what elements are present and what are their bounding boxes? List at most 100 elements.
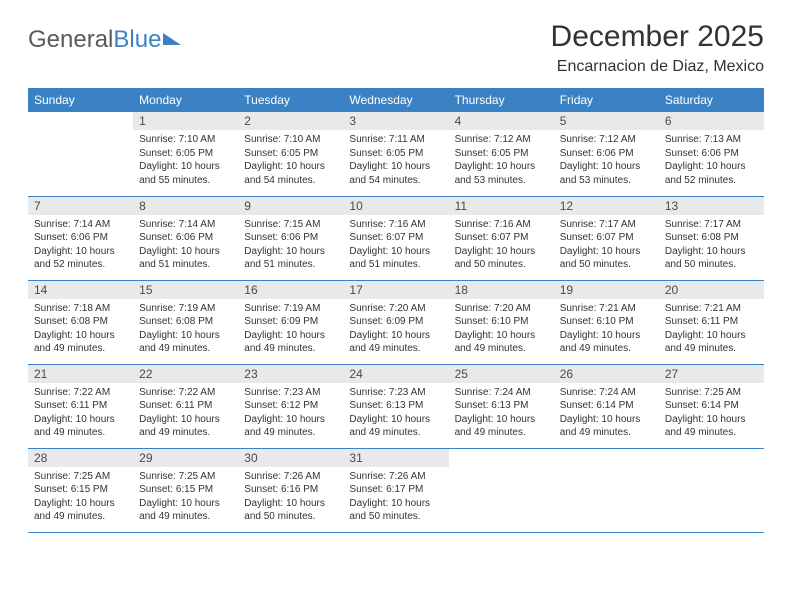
day-detail-line: and 49 minutes. — [244, 426, 337, 440]
day-detail-line: Sunrise: 7:25 AM — [34, 470, 127, 484]
calendar-cell — [449, 448, 554, 532]
calendar-table: SundayMondayTuesdayWednesdayThursdayFrid… — [28, 88, 764, 533]
day-detail-line: and 55 minutes. — [139, 174, 232, 188]
day-detail-line: Sunrise: 7:23 AM — [349, 386, 442, 400]
calendar-week-row: 21Sunrise: 7:22 AMSunset: 6:11 PMDayligh… — [28, 364, 764, 448]
day-detail-line: Sunrise: 7:16 AM — [455, 218, 548, 232]
day-detail-line: Sunrise: 7:20 AM — [349, 302, 442, 316]
day-detail: Sunrise: 7:10 AMSunset: 6:05 PMDaylight:… — [133, 130, 238, 191]
day-number: 11 — [449, 197, 554, 215]
day-number: 25 — [449, 365, 554, 383]
day-detail-line: and 49 minutes. — [34, 426, 127, 440]
day-detail: Sunrise: 7:26 AMSunset: 6:16 PMDaylight:… — [238, 467, 343, 528]
day-detail-line: Daylight: 10 hours — [349, 160, 442, 174]
calendar-cell: 15Sunrise: 7:19 AMSunset: 6:08 PMDayligh… — [133, 280, 238, 364]
day-detail-line: Daylight: 10 hours — [139, 413, 232, 427]
day-detail-line: and 53 minutes. — [560, 174, 653, 188]
day-detail-line: Daylight: 10 hours — [139, 245, 232, 259]
day-detail-line: and 52 minutes. — [665, 174, 758, 188]
day-detail-line: and 49 minutes. — [139, 510, 232, 524]
day-detail-line: Sunset: 6:07 PM — [455, 231, 548, 245]
day-detail-line: and 49 minutes. — [34, 510, 127, 524]
day-detail-line: Sunrise: 7:23 AM — [244, 386, 337, 400]
calendar-cell — [554, 448, 659, 532]
day-number: 17 — [343, 281, 448, 299]
day-detail-line: Daylight: 10 hours — [244, 329, 337, 343]
day-detail-line: Sunrise: 7:24 AM — [455, 386, 548, 400]
day-detail: Sunrise: 7:25 AMSunset: 6:14 PMDaylight:… — [659, 383, 764, 444]
calendar-cell: 7Sunrise: 7:14 AMSunset: 6:06 PMDaylight… — [28, 196, 133, 280]
day-detail: Sunrise: 7:19 AMSunset: 6:09 PMDaylight:… — [238, 299, 343, 360]
day-detail-line: Sunset: 6:11 PM — [34, 399, 127, 413]
day-detail-line: Sunrise: 7:20 AM — [455, 302, 548, 316]
day-detail-line: Sunset: 6:05 PM — [139, 147, 232, 161]
day-header: Monday — [133, 88, 238, 112]
day-number: 27 — [659, 365, 764, 383]
day-detail-line: Sunset: 6:14 PM — [665, 399, 758, 413]
day-detail-line: Daylight: 10 hours — [560, 160, 653, 174]
day-number: 31 — [343, 449, 448, 467]
day-detail: Sunrise: 7:24 AMSunset: 6:13 PMDaylight:… — [449, 383, 554, 444]
day-detail-line: and 49 minutes. — [349, 426, 442, 440]
day-detail-line: Sunrise: 7:22 AM — [34, 386, 127, 400]
day-detail-line: and 50 minutes. — [244, 510, 337, 524]
day-header: Tuesday — [238, 88, 343, 112]
day-detail-line: Sunrise: 7:25 AM — [139, 470, 232, 484]
day-detail-line: Sunrise: 7:19 AM — [139, 302, 232, 316]
day-detail-line: and 49 minutes. — [665, 342, 758, 356]
day-detail-line: Sunrise: 7:17 AM — [560, 218, 653, 232]
day-detail-line: and 54 minutes. — [349, 174, 442, 188]
day-detail: Sunrise: 7:14 AMSunset: 6:06 PMDaylight:… — [28, 215, 133, 276]
day-detail-line: Sunset: 6:12 PM — [244, 399, 337, 413]
day-detail-line: Daylight: 10 hours — [665, 329, 758, 343]
day-detail: Sunrise: 7:12 AMSunset: 6:06 PMDaylight:… — [554, 130, 659, 191]
day-detail-line: and 53 minutes. — [455, 174, 548, 188]
day-number: 8 — [133, 197, 238, 215]
day-detail: Sunrise: 7:14 AMSunset: 6:06 PMDaylight:… — [133, 215, 238, 276]
day-number: 9 — [238, 197, 343, 215]
day-detail-line: and 49 minutes. — [455, 426, 548, 440]
day-detail-line: Sunset: 6:15 PM — [34, 483, 127, 497]
day-detail: Sunrise: 7:25 AMSunset: 6:15 PMDaylight:… — [28, 467, 133, 528]
day-detail: Sunrise: 7:11 AMSunset: 6:05 PMDaylight:… — [343, 130, 448, 191]
day-detail: Sunrise: 7:21 AMSunset: 6:11 PMDaylight:… — [659, 299, 764, 360]
day-detail-line: Daylight: 10 hours — [349, 497, 442, 511]
calendar-cell: 17Sunrise: 7:20 AMSunset: 6:09 PMDayligh… — [343, 280, 448, 364]
calendar-cell: 3Sunrise: 7:11 AMSunset: 6:05 PMDaylight… — [343, 112, 448, 196]
day-number: 4 — [449, 112, 554, 130]
day-detail-line: and 50 minutes. — [455, 258, 548, 272]
day-detail-line: Sunset: 6:09 PM — [349, 315, 442, 329]
day-detail-line: Sunrise: 7:21 AM — [560, 302, 653, 316]
day-number: 1 — [133, 112, 238, 130]
calendar-cell: 8Sunrise: 7:14 AMSunset: 6:06 PMDaylight… — [133, 196, 238, 280]
day-number: 2 — [238, 112, 343, 130]
day-detail-line: and 49 minutes. — [349, 342, 442, 356]
day-detail-line: Daylight: 10 hours — [34, 413, 127, 427]
day-detail-line: Sunrise: 7:26 AM — [244, 470, 337, 484]
logo-sail-icon — [163, 33, 181, 45]
day-detail-line: Sunrise: 7:10 AM — [139, 133, 232, 147]
day-detail: Sunrise: 7:13 AMSunset: 6:06 PMDaylight:… — [659, 130, 764, 191]
day-detail-line: Sunset: 6:06 PM — [34, 231, 127, 245]
day-detail-line: Sunrise: 7:26 AM — [349, 470, 442, 484]
day-header: Saturday — [659, 88, 764, 112]
day-detail-line: Sunset: 6:10 PM — [455, 315, 548, 329]
day-detail-line: Sunset: 6:14 PM — [560, 399, 653, 413]
calendar-cell: 11Sunrise: 7:16 AMSunset: 6:07 PMDayligh… — [449, 196, 554, 280]
day-detail-line: Sunset: 6:13 PM — [349, 399, 442, 413]
location-text: Encarnacion de Diaz, Mexico — [551, 58, 764, 76]
day-detail-line: Sunset: 6:11 PM — [665, 315, 758, 329]
calendar-head: SundayMondayTuesdayWednesdayThursdayFrid… — [28, 88, 764, 112]
day-detail-line: and 50 minutes. — [349, 510, 442, 524]
calendar-cell: 23Sunrise: 7:23 AMSunset: 6:12 PMDayligh… — [238, 364, 343, 448]
day-detail-line: and 49 minutes. — [34, 342, 127, 356]
day-number: 10 — [343, 197, 448, 215]
day-detail: Sunrise: 7:15 AMSunset: 6:06 PMDaylight:… — [238, 215, 343, 276]
calendar-cell: 12Sunrise: 7:17 AMSunset: 6:07 PMDayligh… — [554, 196, 659, 280]
day-detail-line: Daylight: 10 hours — [560, 413, 653, 427]
day-detail-line: Sunrise: 7:11 AM — [349, 133, 442, 147]
day-detail-line: and 49 minutes. — [560, 426, 653, 440]
day-detail: Sunrise: 7:22 AMSunset: 6:11 PMDaylight:… — [28, 383, 133, 444]
day-detail-line: Sunrise: 7:12 AM — [455, 133, 548, 147]
calendar-cell: 16Sunrise: 7:19 AMSunset: 6:09 PMDayligh… — [238, 280, 343, 364]
